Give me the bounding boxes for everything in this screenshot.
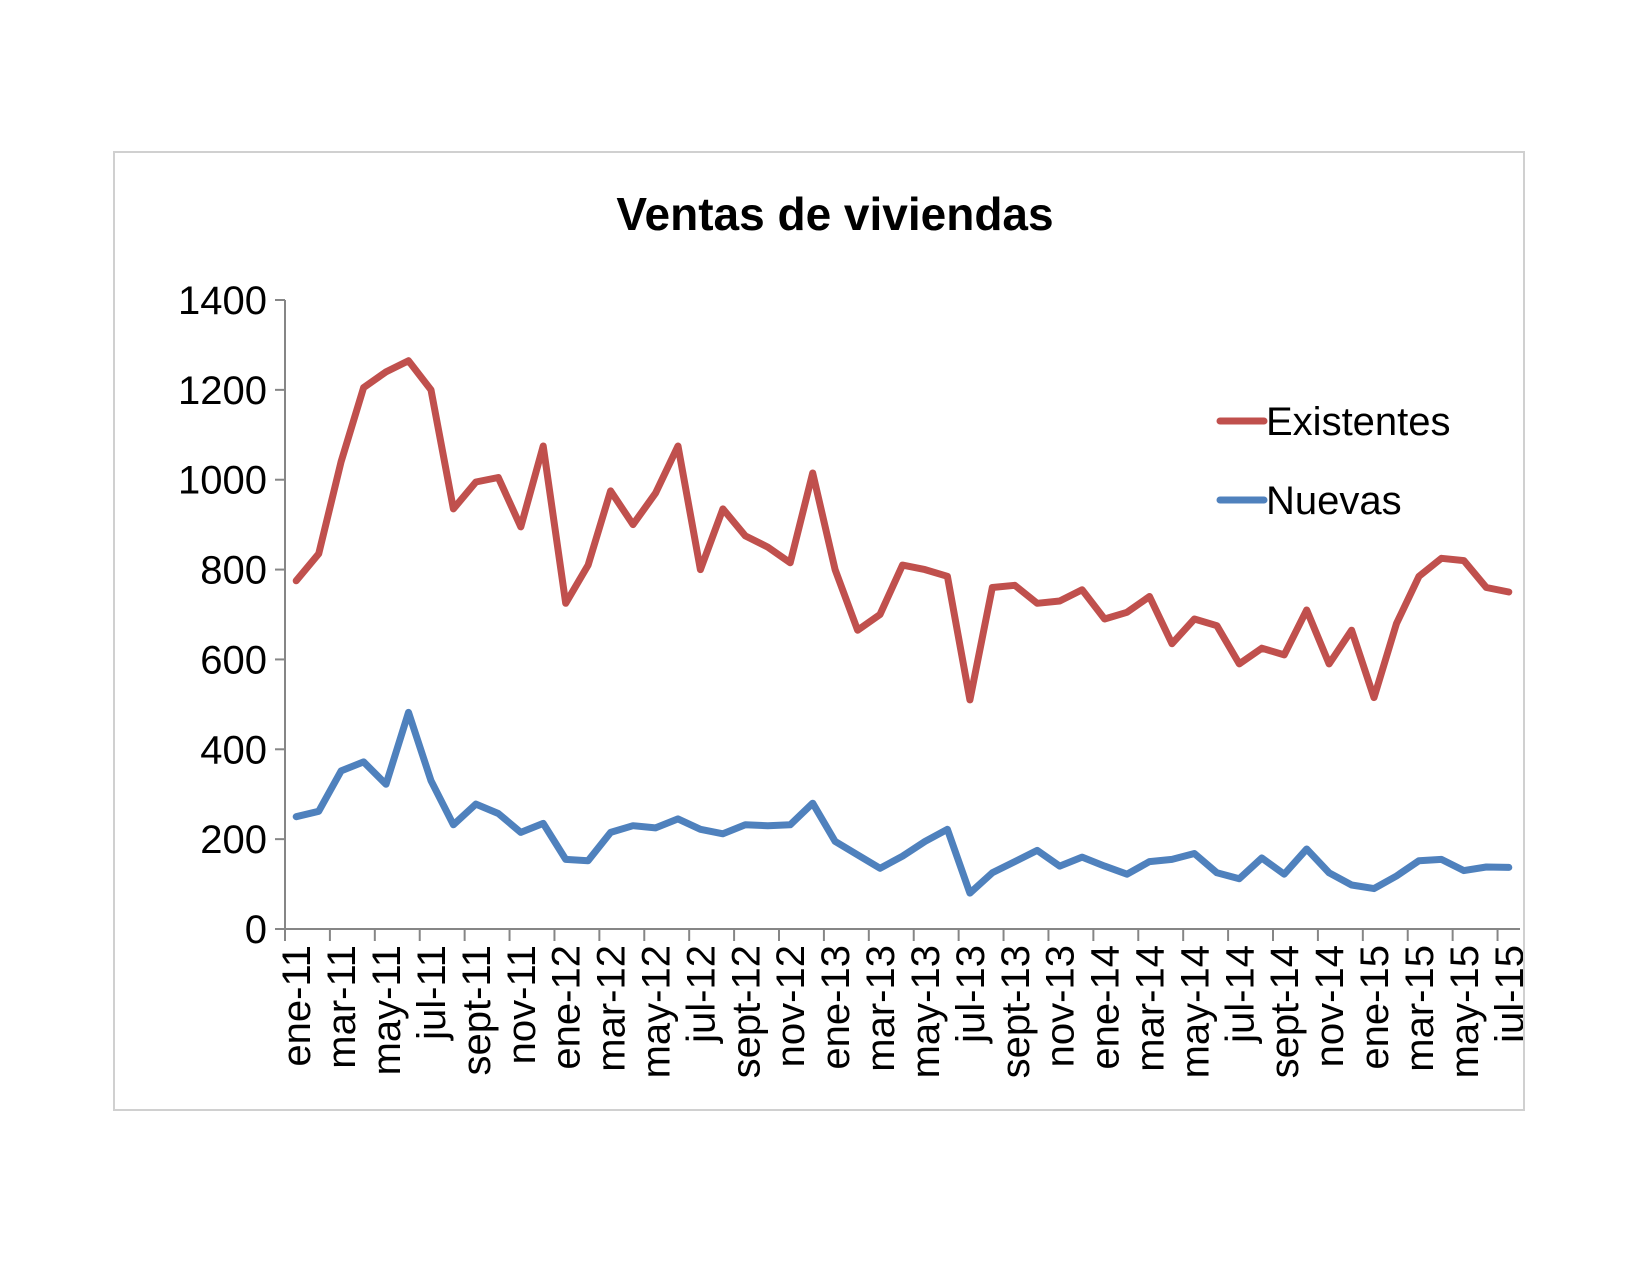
y-tick-label: 1000 xyxy=(178,459,267,503)
x-tick-label: jul-14 xyxy=(1218,945,1262,1044)
x-tick-label: nov-13 xyxy=(1039,945,1083,1067)
y-axis-ticks: 0 200 400 600 800 1000 1200 1400 xyxy=(178,279,285,952)
legend-label: Existentes xyxy=(1266,400,1451,444)
y-tick-label: 800 xyxy=(200,549,267,593)
x-tick-label: mar-14 xyxy=(1129,945,1173,1072)
y-tick-label: 600 xyxy=(200,638,267,682)
x-tick-label: jul-15 xyxy=(1488,945,1523,1044)
y-tick-label: 400 xyxy=(200,728,267,772)
x-tick-label: may-11 xyxy=(365,945,409,1075)
chart-frame: Ventas de viviendas 0 200 400 600 800 1000 120… xyxy=(113,151,1525,1111)
x-tick-label: jul-12 xyxy=(679,945,723,1044)
y-tick-label: 200 xyxy=(200,818,267,862)
chart-title: Ventas de viviendas xyxy=(616,188,1053,240)
y-tick-label: 1200 xyxy=(178,369,267,413)
x-tick-label: jul-11 xyxy=(410,945,454,1041)
x-tick-label: jul-13 xyxy=(949,945,993,1044)
x-tick-label: nov-14 xyxy=(1308,945,1352,1067)
x-tick-label: sept-11 xyxy=(455,945,499,1075)
y-tick-label: 0 xyxy=(245,908,267,952)
legend-label: Nuevas xyxy=(1266,479,1402,523)
y-tick-label: 1400 xyxy=(178,279,267,323)
x-tick-label: nov-12 xyxy=(769,945,813,1067)
x-tick-label: may-14 xyxy=(1173,945,1217,1078)
x-axis-ticks: ene-11 mar-11 may-11 jul-11 sept-11 nov-11 ene… xyxy=(275,929,1523,1078)
x-tick-label: mar-11 xyxy=(320,945,364,1069)
x-tick-label: ene-15 xyxy=(1353,945,1397,1070)
series-lines xyxy=(292,357,1513,897)
x-tick-label: mar-13 xyxy=(859,945,903,1072)
x-tick-label: sept-13 xyxy=(994,945,1038,1078)
x-tick-label: sept-14 xyxy=(1263,945,1307,1078)
x-tick-label: may-12 xyxy=(635,945,679,1078)
x-tick-label: nov-11 xyxy=(500,945,544,1064)
x-tick-label: sept-12 xyxy=(724,945,768,1078)
x-tick-label: may-15 xyxy=(1443,945,1487,1078)
series-line-existentes xyxy=(292,357,1513,704)
x-tick-label: mar-12 xyxy=(590,945,634,1072)
x-tick-label: mar-15 xyxy=(1398,945,1442,1072)
legend: Existentes Nuevas xyxy=(1216,400,1451,523)
x-tick-label: ene-14 xyxy=(1084,945,1128,1070)
series-line-nuevas xyxy=(292,708,1513,897)
x-tick-label: ene-12 xyxy=(545,945,589,1070)
axes xyxy=(284,300,1520,930)
line-chart: Ventas de viviendas 0 200 400 600 800 1000 120… xyxy=(178,188,1523,1078)
x-tick-label: ene-13 xyxy=(814,945,858,1070)
x-tick-label: ene-11 xyxy=(275,945,319,1067)
x-tick-label: may-13 xyxy=(904,945,948,1078)
